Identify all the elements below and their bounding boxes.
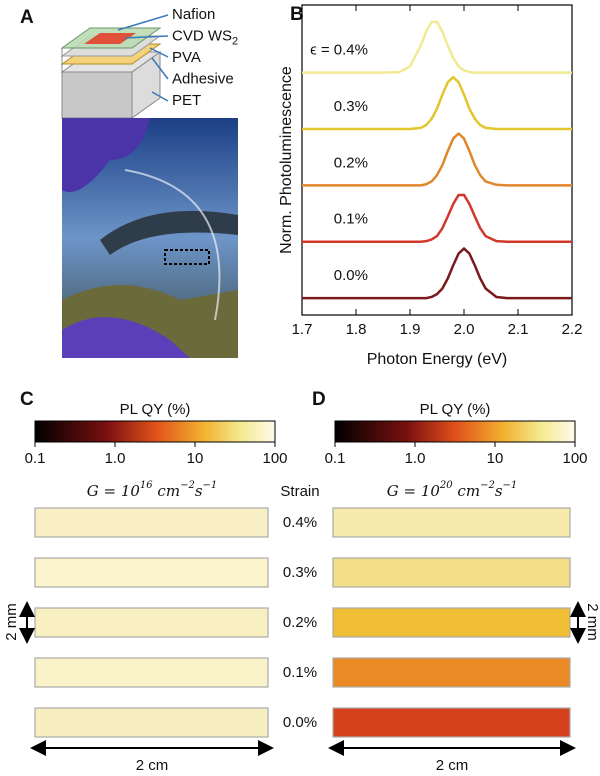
plot-frame xyxy=(301,4,573,316)
layer-name: PET xyxy=(172,92,201,109)
exponent: −2 xyxy=(480,480,495,491)
layer-labels: Nafion CVD WS2 PVA Adhesive PET xyxy=(172,6,238,109)
pl-map-strip xyxy=(332,707,571,738)
strain-label: 0.3% xyxy=(283,564,317,581)
layer-label: Adhesive xyxy=(172,70,234,87)
heading-part: G = 10 xyxy=(387,482,441,500)
line xyxy=(302,193,572,243)
colorbar-title: PL QY (%) xyxy=(420,401,491,418)
scale-label: 2 mm xyxy=(3,603,20,641)
scale-label: 2 cm xyxy=(136,757,169,774)
exponent: 20 xyxy=(439,480,453,491)
scale-label: 2 cm xyxy=(436,757,469,774)
series-label: 0.0% xyxy=(334,267,368,284)
line xyxy=(302,20,572,74)
layer-name: CVD WS xyxy=(172,27,232,44)
pl-map-strip xyxy=(332,557,571,588)
layer-label: PET xyxy=(172,92,201,109)
pl-map-strip xyxy=(34,607,269,638)
colorbar xyxy=(34,420,276,443)
series-label: 0.3% xyxy=(334,98,368,115)
scale-label: 2 mm xyxy=(584,603,600,641)
device-photo xyxy=(62,118,238,358)
layer-label: PVA xyxy=(172,49,201,66)
device-schematic xyxy=(60,27,162,119)
colorbar-tick-label: 0.1 xyxy=(25,450,46,467)
strain-title: Strain xyxy=(280,483,319,500)
colorbar-tick-label: 1.0 xyxy=(105,450,126,467)
layer-label: Nafion xyxy=(172,6,215,23)
colorbar-tick-label: 100 xyxy=(562,450,587,467)
x-tick-label: 1.8 xyxy=(346,321,367,338)
layer-pointers xyxy=(117,14,169,102)
x-tick-label: 2.0 xyxy=(454,321,475,338)
pl-map-strip xyxy=(34,707,269,738)
line xyxy=(302,247,572,300)
strain-label: 0.2% xyxy=(283,614,317,631)
line xyxy=(302,75,572,131)
layer-label: CVD WS2 xyxy=(172,27,238,47)
plot-area: 1.7 1.8 1.9 2.0 2.1 2.2 ϵ = 0.4% 0.3% 0.2% 0.1% 0.… xyxy=(292,5,583,338)
strain-label: 0.4% xyxy=(283,514,317,531)
pl-map-strip xyxy=(34,557,269,588)
exponent: −1 xyxy=(503,480,518,491)
generation-rate: G = 1020 cm−2s−1 xyxy=(387,480,518,501)
series-label: 0.2% xyxy=(334,154,368,171)
x-tick-label: 2.2 xyxy=(562,321,583,338)
colorbar xyxy=(334,420,576,443)
pl-map-strip xyxy=(332,657,571,688)
panel-letter: B xyxy=(290,4,304,25)
line xyxy=(302,132,572,187)
pl-map-strip xyxy=(34,507,269,538)
series-label: 0.1% xyxy=(334,211,368,228)
panel-letter: D xyxy=(312,389,326,410)
heading-part: s xyxy=(495,482,503,500)
heading-part: cm xyxy=(453,482,480,500)
x-tick-label: 2.1 xyxy=(508,321,529,338)
layer-subscript: 2 xyxy=(232,35,238,47)
series-label: ϵ = 0.4% xyxy=(310,42,368,59)
exponent: −1 xyxy=(203,480,218,491)
colorbar-tick-label: 0.1 xyxy=(325,450,346,467)
colorbar-tick-label: 100 xyxy=(262,450,287,467)
strain-label: 0.1% xyxy=(283,664,317,681)
strain-label: 0.0% xyxy=(283,714,317,731)
pl-map-strip xyxy=(332,507,571,538)
pl-map-strip xyxy=(34,657,269,688)
heading-part: s xyxy=(195,482,203,500)
layer-name: Adhesive xyxy=(172,70,234,87)
heading-part: G = 10 xyxy=(87,482,141,500)
x-axis-label: Photon Energy (eV) xyxy=(367,351,508,368)
generation-rate: G = 1016 cm−2s−1 xyxy=(87,480,218,501)
layer-name: Nafion xyxy=(172,6,215,23)
colorbar-tick-label: 10 xyxy=(487,450,504,467)
layer-name: PVA xyxy=(172,49,201,66)
x-tick-label: 1.7 xyxy=(292,321,313,338)
y-axis-label: Norm. Photoluminescence xyxy=(278,66,295,254)
colorbar-title: PL QY (%) xyxy=(120,401,191,418)
exponent: 16 xyxy=(140,480,153,491)
colorbar-tick-label: 1.0 xyxy=(405,450,426,467)
pl-map-strip xyxy=(332,607,571,638)
x-tick-label: 1.9 xyxy=(400,321,421,338)
panel-letter: C xyxy=(20,389,34,410)
heading-part: cm xyxy=(153,482,180,500)
colorbar-tick-label: 10 xyxy=(187,450,204,467)
panel-letter: A xyxy=(20,7,34,28)
exponent: −2 xyxy=(180,480,195,491)
